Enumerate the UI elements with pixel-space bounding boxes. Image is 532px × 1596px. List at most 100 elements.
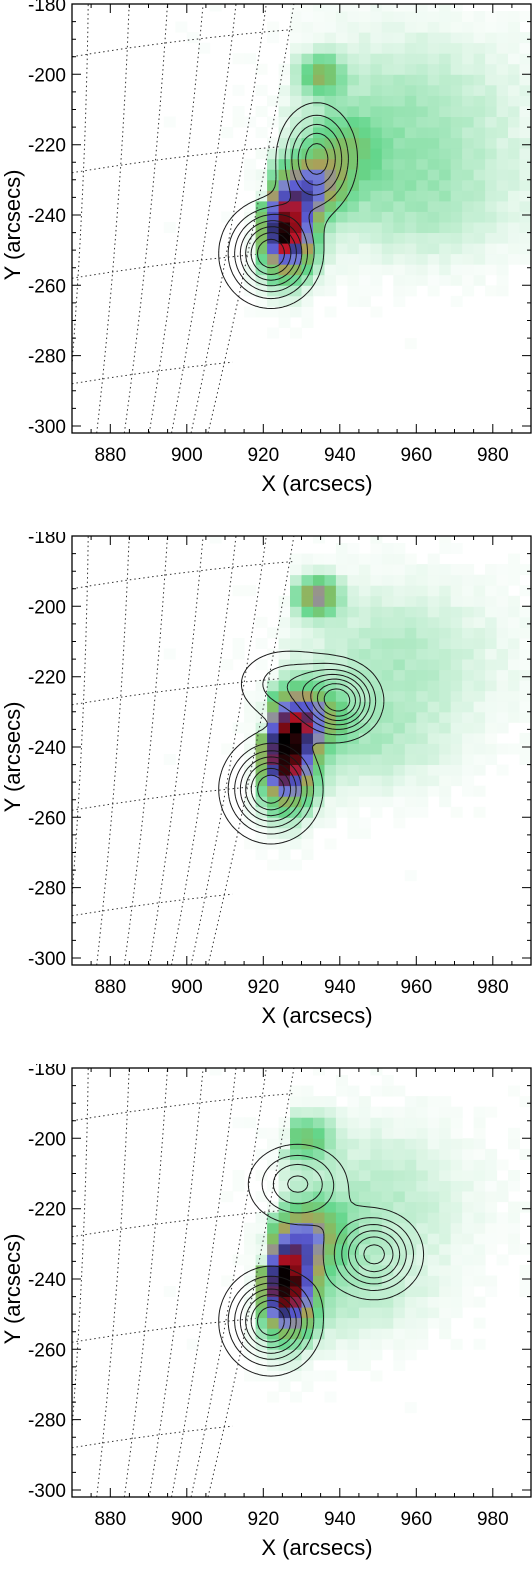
heat-pixel (301, 743, 314, 755)
heat-pixel (439, 42, 452, 54)
heat-pixel (313, 1370, 325, 1382)
heat-pixel (324, 84, 337, 96)
heat-pixel (358, 817, 371, 829)
heat-pixel (313, 796, 325, 808)
heat-pixel (267, 1127, 280, 1139)
heat-pixel (313, 1286, 325, 1297)
heat-pixel (462, 53, 475, 65)
heat-pixel (462, 200, 475, 212)
heat-pixel (324, 1106, 337, 1118)
heat-pixel (335, 1075, 348, 1086)
heat-pixel (473, 232, 486, 244)
heat-pixel (370, 1117, 383, 1129)
heat-pixel (439, 638, 452, 649)
heat-pixel (290, 1170, 302, 1181)
heat-pixel (450, 274, 463, 286)
heat-pixel (381, 1170, 394, 1181)
heat-pixel (496, 564, 509, 576)
heat-pixel (393, 1138, 406, 1150)
heat-pixel (416, 1243, 429, 1255)
heat-pixel (358, 754, 371, 765)
heat-pixel (404, 74, 417, 86)
heat-pixel (198, 42, 211, 54)
heat-pixel (370, 690, 383, 702)
heat-pixel (485, 179, 498, 191)
heat-pixel (324, 616, 337, 628)
heat-pixel (439, 1138, 452, 1150)
heat-pixel (439, 648, 452, 660)
heat-pixel (358, 232, 371, 244)
contour-level (250, 683, 356, 811)
heat-pixel (473, 179, 486, 191)
heat-pixel (244, 179, 257, 191)
heat-pixel (427, 648, 440, 660)
heat-pixel (370, 158, 383, 170)
heat-pixel (381, 1264, 394, 1276)
heat-pixel (358, 1106, 371, 1118)
heat-pixel (381, 1222, 394, 1234)
heat-pixel (473, 74, 486, 86)
heat-pixel (175, 21, 188, 33)
heat-pixel (381, 63, 394, 75)
heat-pixel (290, 627, 302, 639)
heat-pixel (416, 764, 429, 776)
heat-pixel (416, 711, 429, 723)
heat-pixel (485, 53, 498, 65)
heat-pixel (462, 659, 475, 671)
heat-pixel (508, 116, 520, 128)
heat-pixel (416, 606, 429, 618)
heat-pixel (393, 222, 406, 233)
heat-pixel (404, 659, 417, 671)
heat-pixel (450, 63, 463, 75)
heat-pixel (267, 1359, 280, 1371)
heat-pixel (358, 616, 371, 628)
heat-pixel (358, 21, 371, 33)
heat-pixel (313, 211, 325, 223)
heat-pixel (370, 785, 383, 797)
heat-pixel (473, 1138, 486, 1150)
heat-pixel (485, 1201, 498, 1213)
heat-pixel (335, 158, 348, 170)
heat-pixel (313, 1068, 325, 1076)
heat-pixel (358, 274, 371, 286)
contour-level (239, 1175, 401, 1354)
heat-pixel (427, 274, 440, 286)
contour-level (250, 1244, 385, 1343)
x-tick-label: 880 (94, 977, 126, 998)
heat-pixel (381, 169, 394, 181)
heat-pixel (427, 11, 440, 22)
heat-pixel (381, 211, 394, 223)
heat-pixel (439, 1243, 452, 1255)
heat-pixel (450, 264, 463, 276)
heat-pixel (358, 1138, 371, 1150)
heat-pixel (163, 1286, 176, 1297)
heat-pixel (450, 1275, 463, 1287)
heat-pixel (290, 1085, 302, 1097)
heat-pixel (244, 585, 257, 597)
heat-pixel (278, 200, 291, 212)
heat-pixel (232, 1180, 245, 1192)
heat-pixel (496, 11, 509, 22)
heat-pixel (519, 106, 531, 117)
heat-pixel (335, 11, 348, 22)
heat-pixel (416, 743, 429, 755)
heat-pixel (485, 1170, 498, 1181)
heat-pixel (416, 806, 429, 818)
heat-pixel (335, 1286, 348, 1297)
heat-pixel (301, 211, 314, 223)
heat-pixel (404, 585, 417, 597)
meridian-line (207, 536, 295, 965)
heat-pixel (393, 1328, 406, 1340)
heat-pixel (508, 701, 520, 713)
heat-pixel (393, 42, 406, 54)
heat-pixel (358, 169, 371, 181)
heat-pixel (427, 1191, 440, 1203)
heat-pixel (313, 253, 325, 265)
heat-pixel (301, 1243, 314, 1255)
heat-pixel (313, 4, 325, 12)
heat-pixel (370, 179, 383, 191)
heat-pixel (496, 148, 509, 160)
heat-pixel (404, 796, 417, 808)
heat-pixel (450, 806, 463, 818)
heat-pixel (381, 53, 394, 65)
